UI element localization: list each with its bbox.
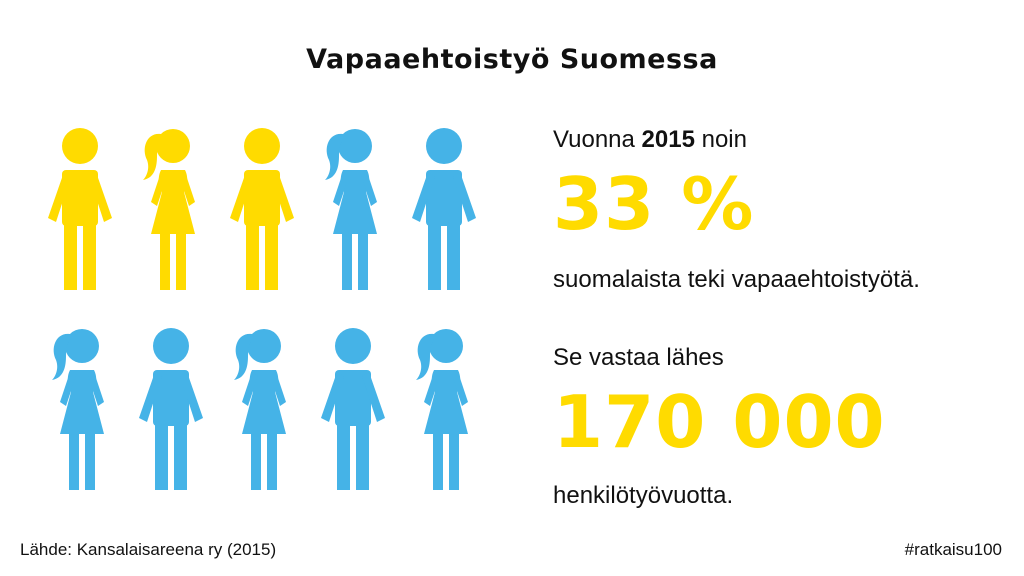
female-person-icon bbox=[131, 126, 211, 296]
stat1-lead: Vuonna 2015 noin bbox=[553, 126, 920, 154]
infographic-title: Vapaaehtoistyö Suomessa bbox=[306, 44, 718, 75]
stat1-value: 33 % bbox=[553, 162, 755, 246]
stat-block-work-years: Se vastaa lähes 170 000 henkilötyövuotta… bbox=[553, 344, 886, 510]
male-person-icon bbox=[404, 126, 484, 296]
male-person-icon bbox=[40, 126, 120, 296]
male-person-icon bbox=[131, 326, 211, 496]
stat2-lead: Se vastaa lähes bbox=[553, 344, 724, 371]
stat-block-participation: Vuonna 2015 noin 33 % suomalaista teki v… bbox=[553, 126, 920, 294]
female-person-icon bbox=[313, 126, 393, 296]
source-note: Lähde: Kansalaisareena ry (2015) bbox=[20, 540, 277, 559]
stat2-value: 170 000 bbox=[553, 380, 886, 464]
stat2-caption: henkilötyövuotta. bbox=[553, 482, 734, 509]
stat1-caption: suomalaista teki vapaaehtoistyötä. bbox=[553, 266, 920, 293]
female-person-icon bbox=[222, 326, 302, 496]
stat1-lead-prefix: Vuonna bbox=[553, 126, 635, 153]
hashtag: #ratkaisu100 bbox=[904, 540, 1002, 559]
male-person-icon bbox=[313, 326, 393, 496]
stat1-lead-year: 2015 bbox=[641, 126, 695, 153]
people-pictogram bbox=[40, 126, 490, 496]
female-person-icon bbox=[404, 326, 484, 496]
male-person-icon bbox=[222, 126, 302, 296]
female-person-icon bbox=[40, 326, 120, 496]
stat1-lead-suffix: noin bbox=[701, 126, 747, 153]
